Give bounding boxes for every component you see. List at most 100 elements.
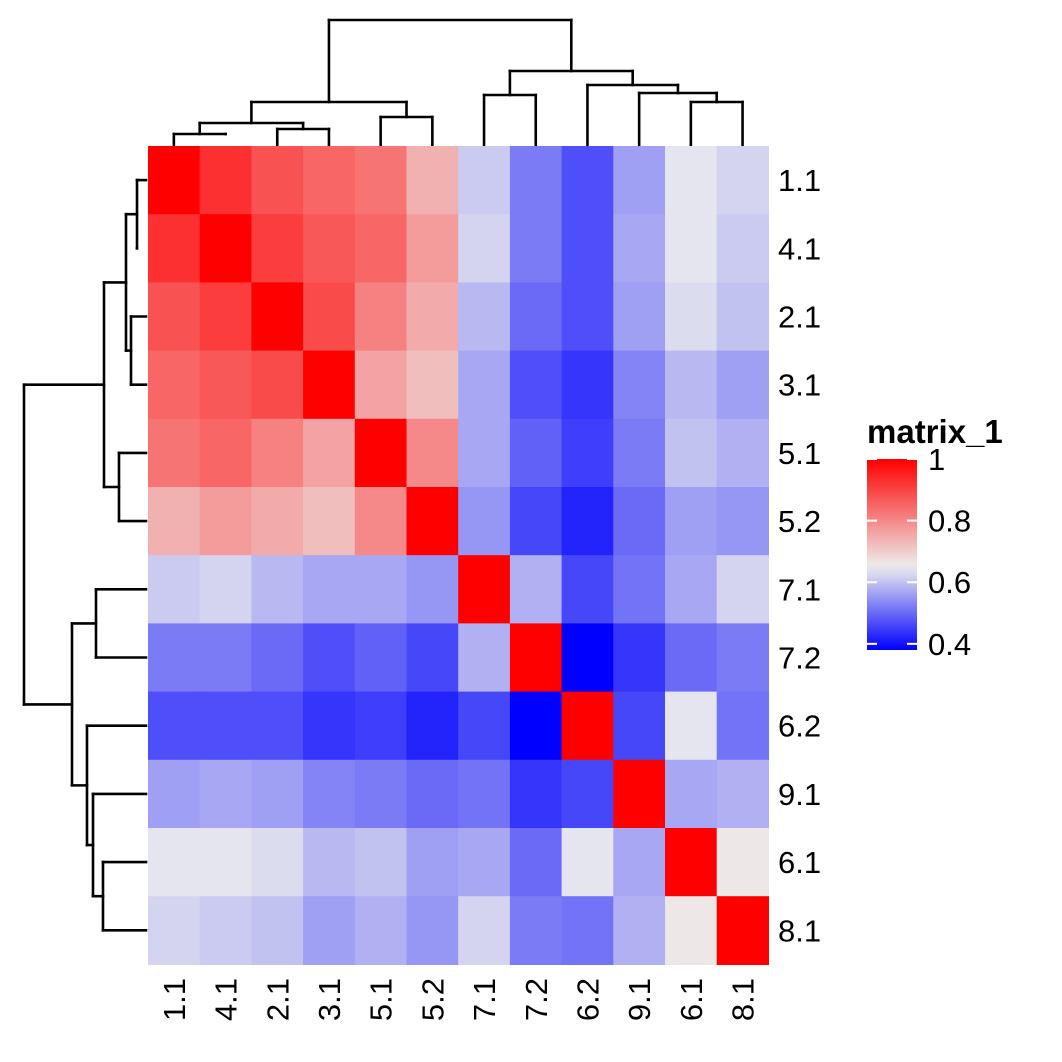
row-label: 2.1	[778, 300, 821, 335]
column-label: 2.1	[260, 978, 295, 1021]
heatmap-cell	[148, 555, 201, 624]
heatmap-cell	[613, 487, 666, 556]
heatmap-cell	[148, 282, 201, 352]
heatmap-cell	[251, 282, 304, 352]
heatmap-cell	[458, 691, 511, 761]
column-label: 9.1	[622, 978, 657, 1021]
legend-title: matrix_1	[867, 413, 1003, 450]
heatmap-cell	[251, 828, 304, 897]
heatmap-cell	[199, 759, 252, 829]
heatmap-cell	[354, 487, 408, 556]
heatmap-cell	[251, 146, 304, 215]
heatmap-cells	[148, 146, 769, 965]
heatmap-cell	[251, 418, 304, 488]
heatmap-cell	[665, 555, 718, 624]
heatmap-cell	[148, 487, 201, 556]
heatmap-cell	[303, 418, 356, 488]
heatmap-cell	[303, 350, 356, 420]
heatmap-cell	[303, 146, 356, 215]
heatmap-cell	[716, 418, 769, 488]
heatmap-cell	[199, 896, 252, 965]
heatmap-cell	[509, 214, 563, 283]
heatmap-cell	[406, 214, 459, 283]
heatmap-cell	[458, 623, 511, 693]
heatmap-cell	[509, 282, 563, 352]
heatmap-cell	[303, 487, 356, 556]
heatmap-cell	[458, 418, 511, 488]
legend-color-bar	[867, 459, 917, 650]
heatmap-cell	[665, 487, 718, 556]
heatmap-cell	[458, 828, 511, 897]
heatmap-cell	[509, 828, 563, 897]
heatmap-cell	[148, 828, 201, 897]
heatmap-cell	[303, 759, 356, 829]
heatmap-cell	[199, 418, 252, 488]
heatmap-cell	[716, 487, 769, 556]
heatmap-cell	[561, 418, 614, 488]
heatmap-cell	[458, 350, 511, 420]
row-label: 5.1	[778, 436, 821, 471]
heatmap-cell	[148, 623, 201, 693]
heatmap-cell	[199, 691, 252, 761]
heatmap-cell	[665, 896, 718, 965]
heatmap-cell	[665, 146, 718, 215]
heatmap-cell	[665, 691, 718, 761]
heatmap-cell	[251, 555, 304, 624]
heatmap-cell	[458, 214, 511, 283]
heatmap-cell	[303, 623, 356, 693]
heatmap-cell	[406, 896, 459, 965]
column-label: 6.1	[674, 978, 709, 1021]
heatmap-cell	[665, 828, 718, 897]
heatmap-cell	[613, 555, 666, 624]
heatmap-cell	[458, 282, 511, 352]
heatmap-cell	[148, 214, 201, 283]
heatmap-cell	[665, 623, 718, 693]
heatmap-cell	[354, 555, 408, 624]
heatmap-cell	[251, 214, 304, 283]
heatmap-cell	[613, 759, 666, 829]
row-label: 9.1	[778, 777, 821, 812]
heatmap-cell	[716, 282, 769, 352]
heatmap-cell	[199, 555, 252, 624]
heatmap-cell	[199, 350, 252, 420]
heatmap-cell	[561, 828, 614, 897]
heatmap-cell	[561, 623, 614, 693]
heatmap-cell	[716, 350, 769, 420]
column-dendrogram	[172, 18, 744, 148]
row-label: 7.2	[778, 641, 821, 676]
heatmap-cell	[354, 214, 408, 283]
heatmap-cell	[303, 896, 356, 965]
heatmap-cell	[148, 896, 201, 965]
heatmap-cell	[613, 828, 666, 897]
heatmap-cell	[716, 828, 769, 897]
heatmap-cell	[509, 896, 563, 965]
row-label: 6.1	[778, 845, 821, 880]
heatmap-cell	[251, 487, 304, 556]
heatmap-cell	[613, 623, 666, 693]
heatmap-cell	[354, 282, 408, 352]
row-label: 8.1	[778, 913, 821, 948]
column-label: 1.1	[157, 978, 192, 1021]
column-label: 7.1	[467, 978, 502, 1021]
heatmap-cell	[199, 828, 252, 897]
legend-tick-label: 1	[928, 442, 945, 477]
heatmap-cell	[354, 418, 408, 488]
heatmap-cell	[613, 282, 666, 352]
heatmap-cell	[716, 623, 769, 693]
column-label: 7.2	[519, 978, 554, 1021]
heatmap-cell	[509, 418, 563, 488]
heatmap-cell	[509, 350, 563, 420]
heatmap-cell	[406, 350, 459, 420]
heatmap-cell	[458, 146, 511, 215]
heatmap-cell	[665, 350, 718, 420]
heatmap-cell	[406, 691, 459, 761]
column-labels: 1.1 4.1 2.1 3.1 5.1 5.2 7.1 7.2 6.2 9.1 6.1 8.1	[157, 978, 761, 1021]
heatmap-cell	[354, 896, 408, 965]
heatmap-cell	[665, 214, 718, 283]
column-label: 5.2	[415, 978, 450, 1021]
heatmap-cell	[406, 146, 459, 215]
heatmap-cell	[561, 896, 614, 965]
color-legend: matrix_1 1 0.8 0.6 0.4	[867, 413, 1003, 662]
heatmap-cell	[148, 146, 201, 215]
